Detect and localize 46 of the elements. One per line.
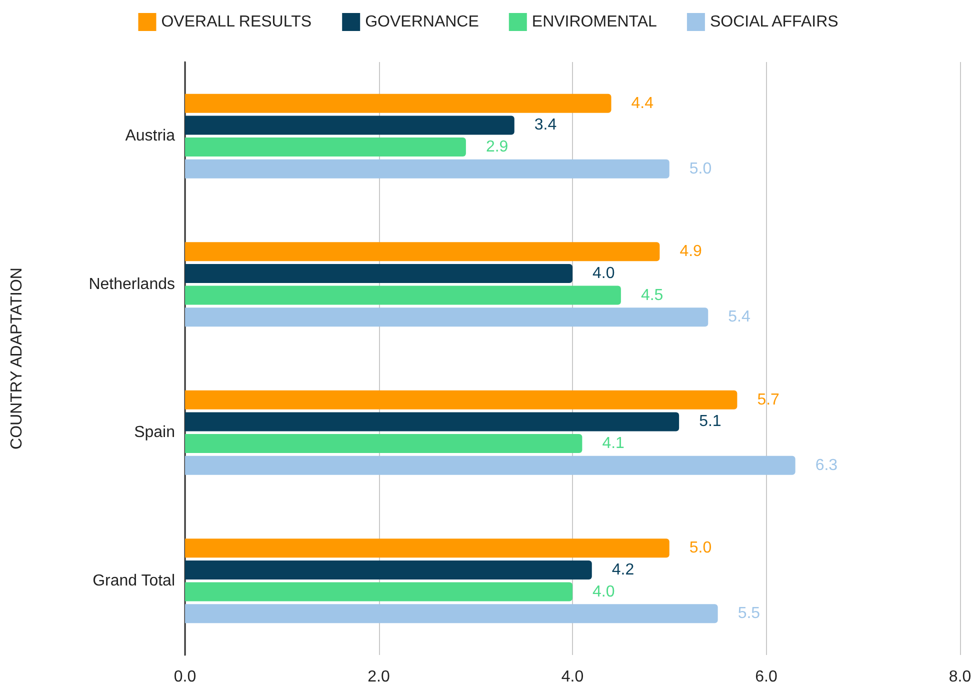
bar	[185, 94, 612, 113]
data-label: 5.4	[728, 308, 750, 326]
x-tick-label: 4.0	[561, 668, 584, 686]
bar	[185, 159, 670, 178]
legend-label: ENVIROMENTAL	[532, 14, 658, 30]
y-tick-label: Spain	[134, 424, 175, 442]
y-axis-title: COUNTRY ADAPTATION	[8, 268, 26, 450]
x-tick-label: 2.0	[368, 668, 390, 686]
x-tick-label: 0.0	[174, 668, 196, 686]
y-tick-label: Grand Total	[92, 572, 175, 590]
bar	[185, 538, 670, 558]
bar	[185, 138, 466, 157]
data-label: 4.9	[680, 243, 702, 260]
y-tick-label: Netherlands	[88, 276, 175, 293]
data-label: 6.3	[815, 456, 838, 474]
data-label: 5.5	[738, 605, 760, 622]
bar	[185, 434, 582, 454]
legend-label: SOCIAL AFFAIRS	[710, 14, 838, 30]
data-label: 3.4	[534, 116, 557, 134]
data-label: 2.9	[486, 138, 508, 156]
data-label: 5.7	[757, 391, 780, 408]
bar	[185, 116, 514, 135]
data-label: 5.0	[689, 160, 712, 178]
data-label: 4.0	[592, 264, 615, 282]
bar	[185, 582, 572, 602]
bar	[185, 264, 572, 283]
bar	[185, 242, 660, 262]
data-label: 4.0	[592, 583, 615, 600]
bar	[185, 560, 592, 580]
bar	[185, 412, 680, 432]
bar	[185, 604, 718, 624]
x-tick-label: 8.0	[948, 668, 972, 686]
data-label: 4.4	[631, 94, 654, 112]
bar	[185, 390, 738, 410]
legend-label: GOVERNANCE	[365, 14, 479, 30]
data-label: 5.1	[699, 413, 722, 430]
y-tick-label: Austria	[125, 128, 176, 145]
data-label: 4.5	[640, 286, 664, 304]
data-label: 4.1	[602, 435, 625, 452]
x-tick-label: 6.0	[755, 668, 778, 686]
bar	[185, 286, 621, 305]
bar	[185, 308, 708, 327]
data-label: 5.0	[689, 540, 712, 557]
bar	[185, 456, 796, 475]
legend-label: OVERALL RESULTS	[161, 14, 312, 30]
data-label: 4.2	[612, 561, 634, 578]
